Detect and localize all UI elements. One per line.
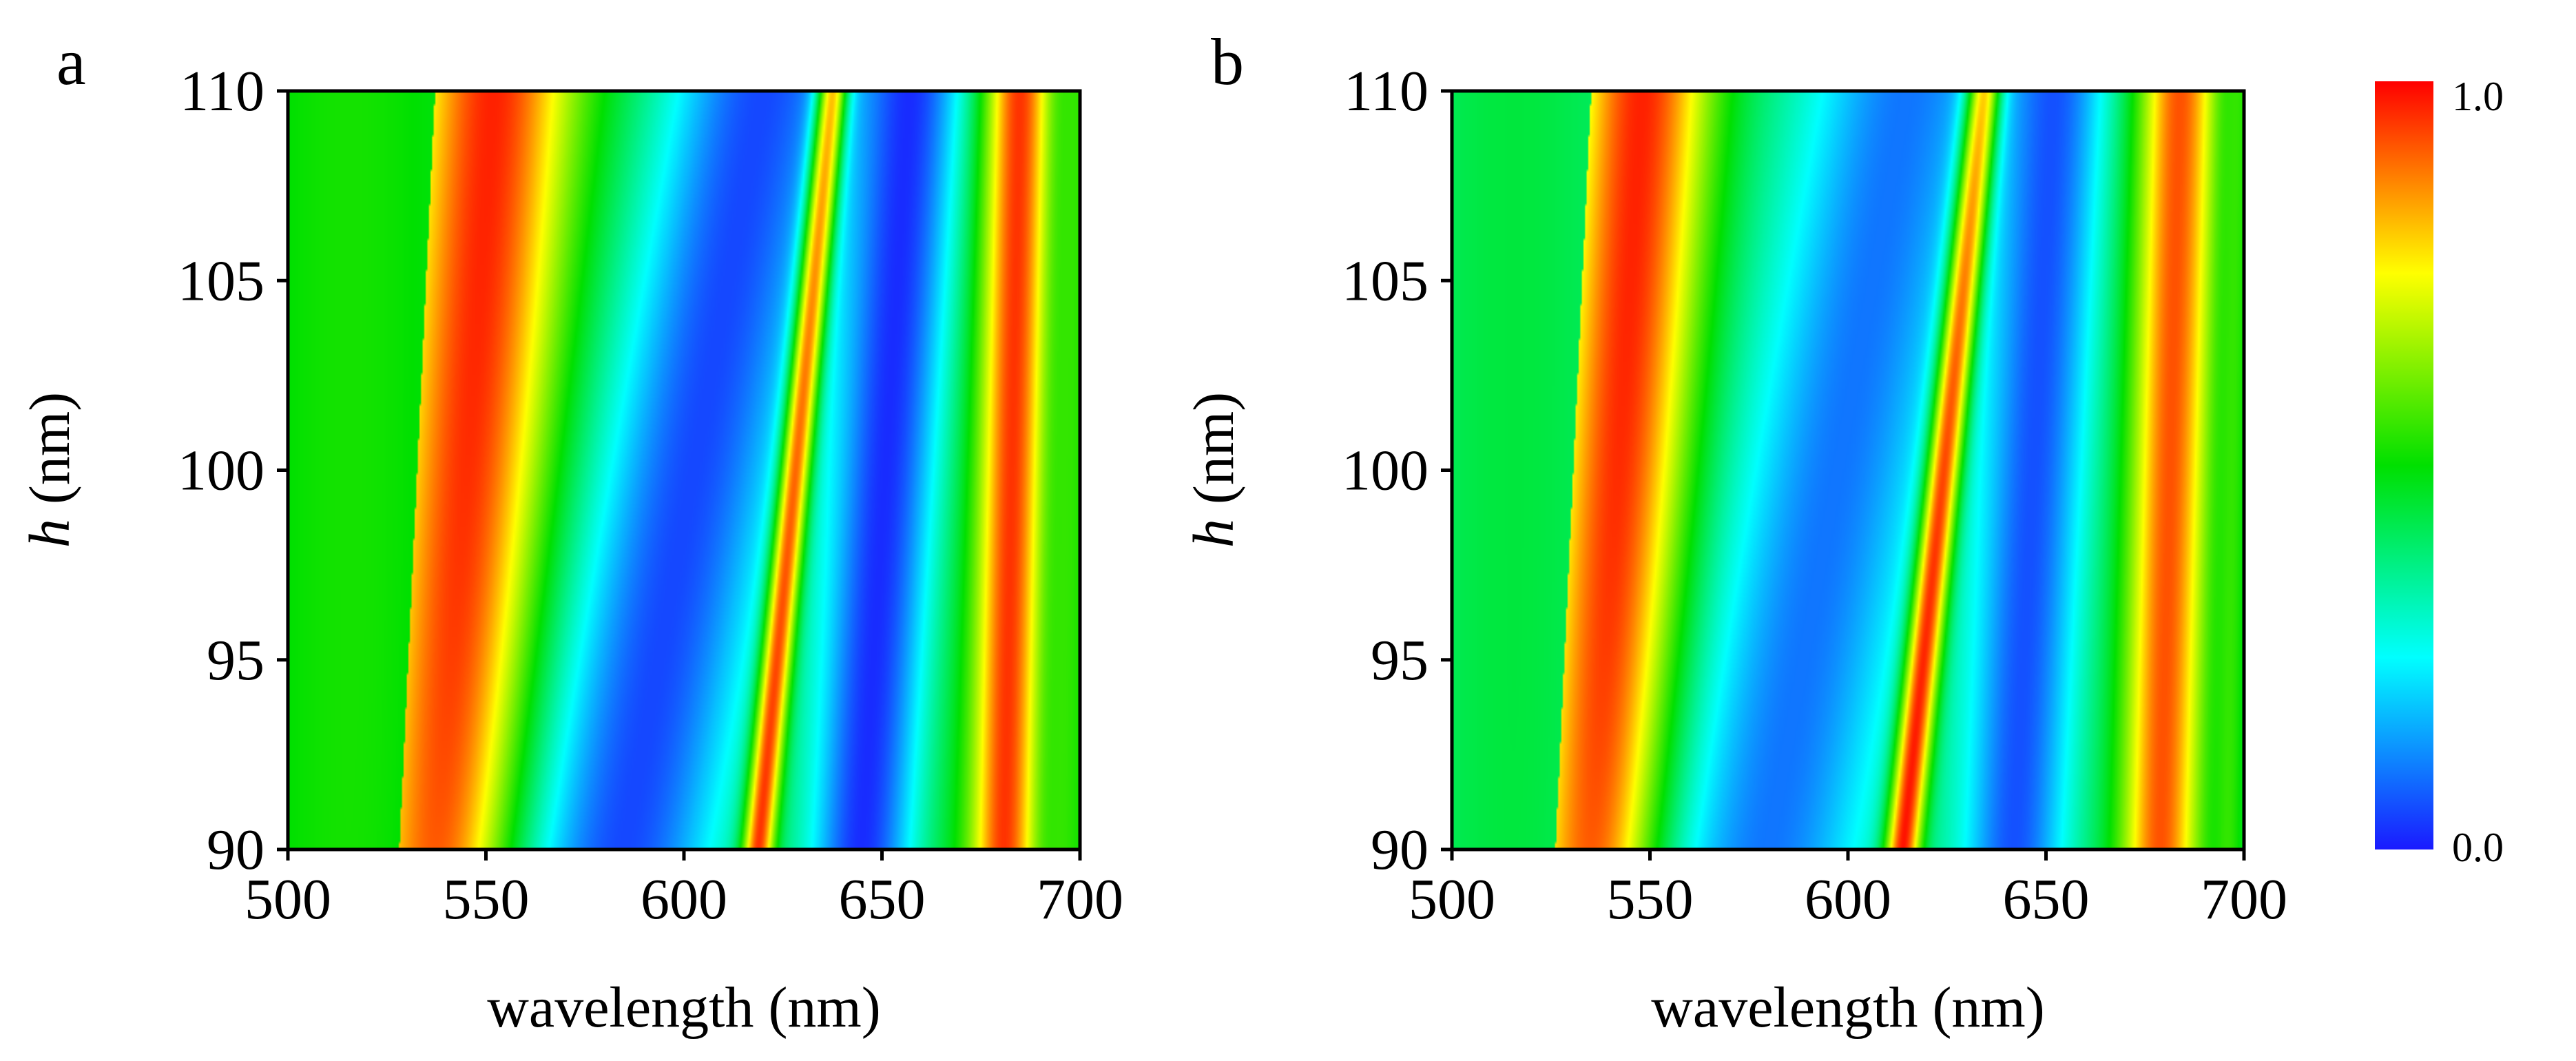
panel-b-ylabel: h (nm) <box>1182 392 1246 548</box>
panel-b-ytick-label: 90 <box>1371 818 1429 882</box>
panel-b-ytick-label: 100 <box>1342 439 1429 503</box>
panel-a-ytick-label: 110 <box>180 59 264 123</box>
colorbar-min-label: 0.0 <box>2452 825 2504 870</box>
panel-b-ytick-label: 105 <box>1342 249 1429 313</box>
panel-a-ytick-label: 105 <box>178 249 264 313</box>
panel-a-ytick-label: 90 <box>207 818 264 882</box>
colorbar: 1.0 0.0 <box>2375 74 2504 870</box>
panel-a-ticks: 500 550 600 650 700 90 95 100 105 110 <box>178 59 1123 931</box>
panel-a-xtick-label: 650 <box>839 867 926 931</box>
panel-a-xtick-label: 500 <box>245 867 331 931</box>
panel-b-heatmap <box>1452 91 2244 849</box>
panel-b-xtick-label: 600 <box>1805 867 1891 931</box>
panel-a-xtick-label: 600 <box>641 867 727 931</box>
colorbar-gradient <box>2375 81 2433 849</box>
panel-a-heatmap <box>288 91 1080 849</box>
panel-b: b 500 550 600 650 700 90 95 100 105 110 wavelengt… <box>1182 25 2287 1040</box>
panel-a-xtick-label: 550 <box>443 867 530 931</box>
panel-a-xlabel: wavelength (nm) <box>487 976 880 1040</box>
panel-a: a 500 550 600 650 700 90 95 100 105 110 wavelengt… <box>18 25 1123 1040</box>
panel-b-ytick-label: 95 <box>1371 628 1429 692</box>
panel-a-ytick-label: 100 <box>178 439 264 503</box>
panel-a-letter: a <box>56 25 86 99</box>
panel-b-xtick-label: 700 <box>2201 867 2287 931</box>
panel-b-xtick-label: 500 <box>1409 867 1495 931</box>
panel-a-ytick-label: 95 <box>207 628 264 692</box>
panel-b-xtick-label: 550 <box>1607 867 1694 931</box>
panel-a-xtick-label: 700 <box>1037 867 1123 931</box>
panel-b-ticks: 500 550 600 650 700 90 95 100 105 110 <box>1342 59 2287 931</box>
panel-b-xtick-label: 650 <box>2003 867 2090 931</box>
panel-a-ylabel: h (nm) <box>18 392 82 548</box>
colorbar-max-label: 1.0 <box>2452 74 2504 119</box>
panel-b-xlabel: wavelength (nm) <box>1651 976 2044 1040</box>
panel-b-letter: b <box>1211 25 1244 99</box>
panel-b-ytick-label: 110 <box>1344 59 1429 123</box>
